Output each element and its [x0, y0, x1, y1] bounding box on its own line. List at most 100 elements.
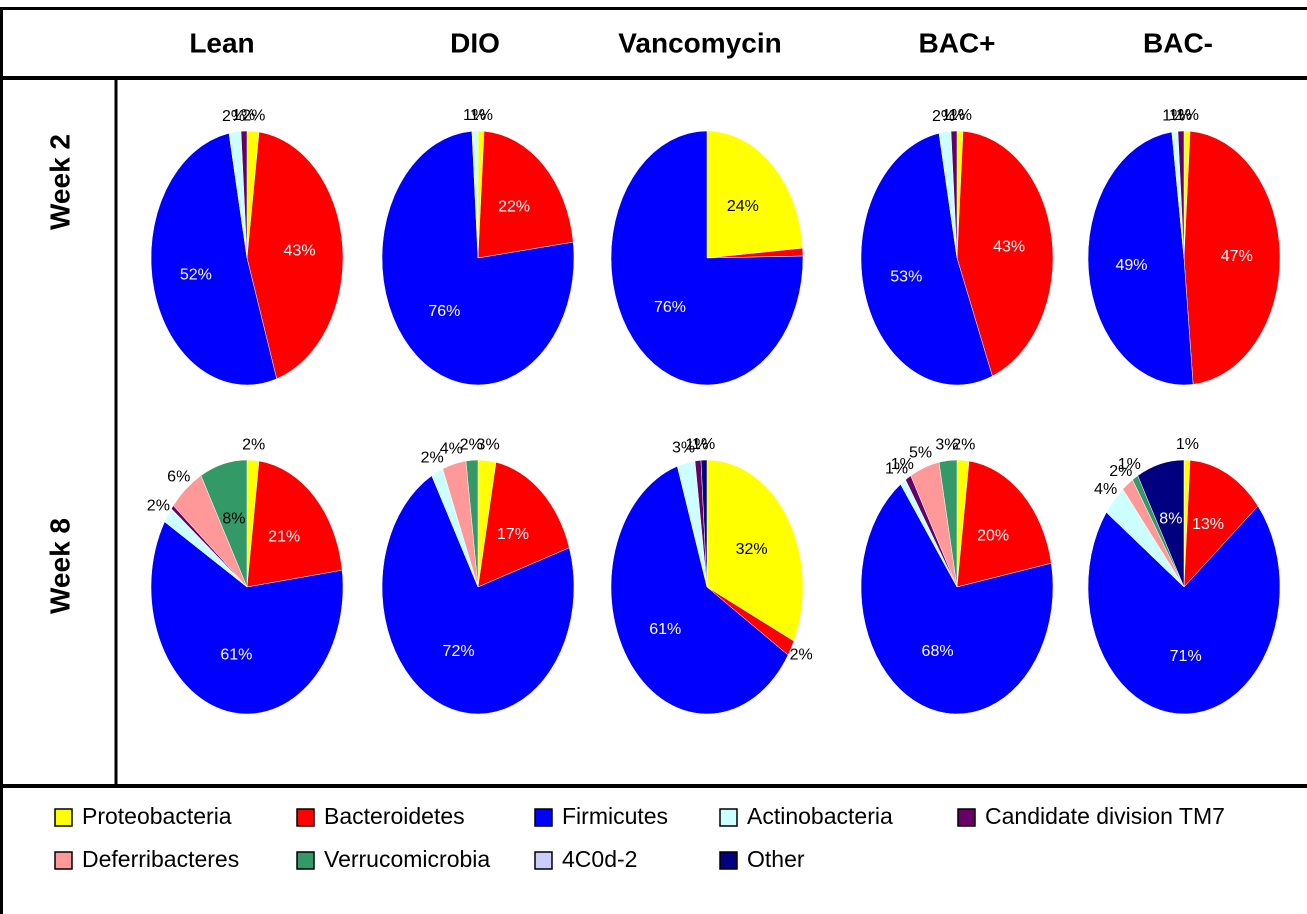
pie-slice: [1137, 459, 1185, 588]
slice-label: 2%: [790, 647, 813, 664]
legend-swatch: [719, 808, 738, 827]
legend-label: Deferribacteres: [82, 846, 239, 872]
legend-label: Verrucomicrobia: [324, 846, 490, 872]
legend-swatch: [54, 808, 73, 827]
slice-label: 76%: [428, 303, 460, 320]
slice-label: 49%: [1116, 257, 1148, 274]
column-header: BAC+: [918, 27, 995, 58]
legend-label: Firmicutes: [562, 803, 668, 829]
slice-label: 71%: [1170, 648, 1202, 665]
slice-label: 24%: [727, 198, 759, 215]
pie-slice: [610, 130, 804, 386]
slice-label: 1%: [232, 107, 255, 124]
pie-slice: [477, 130, 574, 259]
slice-label: 61%: [649, 621, 681, 638]
column-header: BAC-: [1143, 27, 1213, 58]
slice-label: 72%: [443, 643, 475, 660]
slice-label: 1%: [470, 107, 493, 124]
slice-label: 1%: [891, 456, 914, 473]
slice-label: 2%: [932, 108, 955, 125]
pie-slice: [240, 130, 248, 259]
slice-label: 1%: [692, 436, 715, 453]
slice-label: 8%: [222, 511, 245, 528]
pie-slice: [956, 130, 1054, 377]
slice-label: 61%: [220, 647, 252, 664]
slice-label: 2%: [421, 450, 444, 467]
pie-slice: [706, 459, 804, 642]
slice-label: 2%: [147, 498, 170, 515]
slice-label: 3%: [935, 437, 958, 454]
pie-slice: [950, 130, 958, 259]
slice-label: 22%: [498, 198, 530, 215]
slice-label: 43%: [284, 243, 316, 260]
slice-label: 1%: [1176, 107, 1199, 124]
slice-label: 4%: [440, 440, 463, 457]
pie-slice: [471, 130, 479, 259]
slice-label: 53%: [890, 269, 922, 286]
pie-slice: [150, 132, 277, 386]
slice-label: 17%: [497, 526, 529, 543]
pie-slice: [465, 459, 479, 588]
legend-label: Actinobacteria: [747, 803, 893, 829]
slice-label: 1%: [685, 437, 708, 454]
row-header: Week 8: [44, 518, 75, 614]
legend-label: 4C0d-2: [562, 846, 637, 872]
legend-swatch: [534, 808, 553, 827]
slice-label: 1%: [1162, 108, 1185, 125]
pie-slice: [381, 475, 575, 715]
pie-slice: [860, 132, 993, 386]
slice-label: 21%: [268, 529, 300, 546]
legend-label: Other: [747, 846, 805, 872]
legend-swatch: [719, 851, 738, 870]
slice-label: 76%: [654, 299, 686, 316]
legend-swatch: [296, 808, 315, 827]
pie-slice: [246, 460, 343, 588]
slice-label: 20%: [977, 527, 1009, 544]
pie-slice: [860, 483, 1054, 715]
pie-slice: [1183, 130, 1281, 385]
legend-swatch: [54, 851, 73, 870]
slice-label: 6%: [167, 468, 190, 485]
pie-slice: [1183, 459, 1259, 588]
column-header: DIO: [450, 27, 500, 58]
slice-label: 2%: [460, 436, 483, 453]
slice-label: 2%: [242, 436, 265, 453]
legend-swatch: [296, 851, 315, 870]
slice-label: 8%: [1159, 511, 1182, 528]
legend-label: Candidate division TM7: [985, 803, 1225, 829]
legend-label: Bacteroidetes: [324, 803, 465, 829]
pie-slice: [938, 459, 958, 588]
pie-slice: [477, 461, 570, 588]
slice-label: 3%: [672, 439, 695, 456]
slice-label: 68%: [922, 643, 954, 660]
slice-label: 52%: [180, 267, 212, 284]
pie-slice: [150, 521, 344, 715]
slice-label: 47%: [1221, 248, 1253, 265]
slice-label: 5%: [909, 444, 932, 461]
pie-slice: [706, 130, 803, 259]
legend-label: Proteobacteria: [82, 803, 232, 829]
slice-label: 1%: [1118, 456, 1141, 473]
pie-slice: [246, 131, 344, 380]
slice-label: 1%: [463, 107, 486, 124]
pie-slice: [1177, 130, 1185, 259]
column-header: Lean: [189, 27, 254, 58]
pie-slice: [956, 460, 1052, 588]
slice-label: 2%: [1109, 463, 1132, 480]
slice-label: 32%: [736, 541, 768, 558]
slice-label: 1%: [885, 461, 908, 478]
slice-label: 1%: [942, 107, 965, 124]
row-header: Week 2: [44, 134, 75, 230]
legend-swatch: [534, 851, 553, 870]
slice-label: 3%: [477, 437, 500, 454]
slice-label: 13%: [1192, 516, 1224, 533]
column-header: Vancomycin: [618, 27, 781, 58]
slice-label: 1%: [1176, 436, 1199, 453]
pie-slice: [700, 459, 708, 588]
slice-label: 2%: [242, 107, 265, 124]
slice-label: 2%: [952, 436, 975, 453]
slice-label: 2%: [222, 108, 245, 125]
slice-label: 1%: [1169, 107, 1192, 124]
slice-label: 4%: [1094, 481, 1117, 498]
